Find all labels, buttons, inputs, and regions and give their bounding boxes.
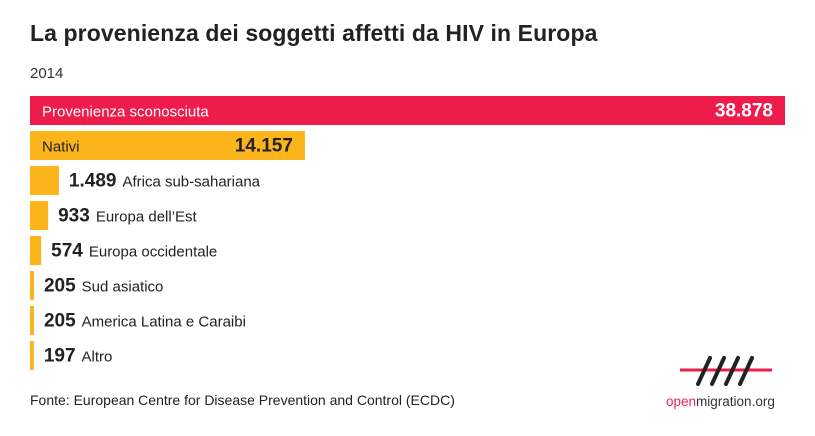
- bar-1: [30, 131, 305, 160]
- category-label-4: Europa occidentale: [89, 244, 217, 261]
- category-label-1: Nativi: [42, 139, 80, 156]
- openmigration-logo-icon: [680, 356, 772, 386]
- value-label-4: 574: [51, 241, 83, 262]
- bar-chart: Provenienza sconosciuta 38.878 Nativi 14.15…: [30, 96, 785, 370]
- chart-subtitle: 2014: [30, 65, 64, 82]
- bar-7: [30, 341, 34, 370]
- value-label-1: 14.157: [235, 136, 293, 157]
- bar-2: [30, 166, 59, 195]
- category-label-2: Africa sub-sahariana: [122, 174, 260, 191]
- value-label-7: 197: [44, 346, 76, 367]
- logo-wordmark-open: open: [666, 394, 697, 409]
- category-label-3: Europa dell’Est: [96, 209, 198, 226]
- logo-wordmark[interactable]: openmigration.org: [666, 394, 775, 409]
- bar-3: [30, 201, 49, 230]
- value-label-6: 205: [44, 311, 76, 332]
- value-label-2: 1.489: [69, 171, 117, 192]
- bar-text-4: 574 Europa occidentale: [51, 241, 217, 262]
- bar-text-3: 933 Europa dell’Est: [58, 206, 197, 227]
- chart-title: La provenienza dei soggetti affetti da H…: [30, 20, 598, 46]
- category-label-6: America Latina e Caraibi: [82, 314, 246, 331]
- bar-6: [30, 306, 34, 335]
- bar-0: [30, 96, 785, 125]
- value-label-0: 38.878: [715, 101, 773, 122]
- logo-wordmark-rest: migration.org: [696, 394, 775, 409]
- bar-text-5: 205 Sud asiatico: [44, 276, 163, 297]
- bar-5: [30, 271, 34, 300]
- value-label-5: 205: [44, 276, 76, 297]
- category-label-0: Provenienza sconosciuta: [42, 104, 209, 121]
- category-label-7: Altro: [82, 349, 113, 366]
- bar-text-6: 205 America Latina e Caraibi: [44, 311, 246, 332]
- value-label-3: 933: [58, 206, 90, 227]
- category-label-5: Sud asiatico: [82, 279, 164, 296]
- bar-4: [30, 236, 42, 265]
- bar-text-2: 1.489 Africa sub-sahariana: [69, 171, 261, 192]
- bar-text-7: 197 Altro: [44, 346, 113, 367]
- source-note: Fonte: European Centre for Disease Preve…: [30, 392, 455, 408]
